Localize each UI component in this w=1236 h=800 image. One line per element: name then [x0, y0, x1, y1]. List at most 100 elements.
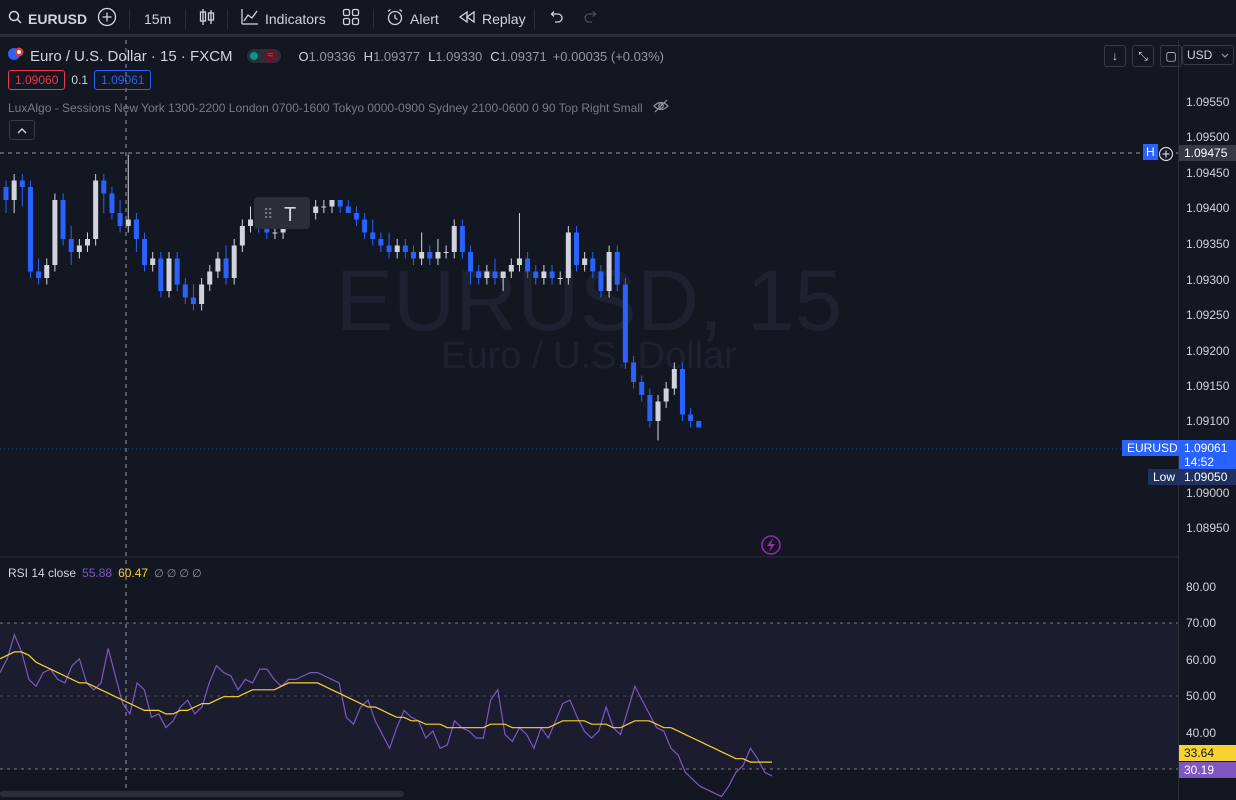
candle-body: [525, 258, 531, 272]
collapse-button[interactable]: ⤡: [1132, 45, 1154, 67]
price-axis[interactable]: [1178, 40, 1236, 800]
candle-body: [394, 245, 400, 252]
redo-button[interactable]: [583, 0, 599, 37]
last-price-label: 1.09061 14:52: [1179, 440, 1236, 470]
last-price-value: 1.09061: [1184, 441, 1228, 455]
price-chart[interactable]: EURUSD, 15 Euro / U.S. Dollar ⠿ T: [0, 40, 1178, 800]
candle-body: [207, 271, 213, 285]
maximize-button[interactable]: ▢: [1160, 45, 1182, 67]
bar-countdown: 14:52: [1184, 455, 1215, 469]
candle-body: [500, 271, 506, 278]
candle-body: [419, 252, 425, 259]
candle-body: [688, 414, 694, 421]
candle-body: [174, 258, 180, 285]
crosshair-price-label: 1.09475: [1179, 145, 1236, 161]
symbol-title[interactable]: Euro / U.S. Dollar · 15 · FXCM: [30, 47, 233, 65]
horizontal-scrollbar[interactable]: [0, 791, 404, 797]
candle-body: [647, 395, 653, 421]
candle-body: [142, 239, 148, 265]
rsi-tick: 40.00: [1186, 726, 1217, 740]
price-tick: 1.09400: [1186, 201, 1230, 215]
sell-price-button[interactable]: 1.09060: [8, 70, 66, 90]
collapse-icon: ⤡: [1138, 48, 1148, 63]
candle-body: [411, 252, 416, 259]
candle-body: [36, 271, 42, 278]
text-tool-icon[interactable]: T: [284, 204, 296, 226]
candle-body: [696, 421, 702, 428]
indicators-button[interactable]: Indicators: [241, 0, 326, 37]
rsi-ma-line: [0, 651, 772, 763]
rsi-tick: 60.00: [1186, 653, 1217, 667]
alert-button[interactable]: Alert: [386, 0, 439, 37]
replay-label: Replay: [482, 10, 526, 27]
currency-label: USD: [1187, 48, 1213, 62]
market-status-toggle[interactable]: ≈: [246, 49, 281, 63]
drag-handle-icon[interactable]: ⠿: [263, 206, 273, 222]
toolbar-divider: [185, 9, 186, 29]
candle-body: [435, 252, 441, 259]
rsi-value-tag: 30.19: [1179, 762, 1236, 778]
rsi-ma-tag: 33.64: [1179, 745, 1236, 761]
candle-body: [248, 219, 253, 226]
candle-body: [109, 193, 115, 213]
candle-body: [337, 200, 343, 207]
candle-body: [19, 180, 25, 187]
collapse-legend-button[interactable]: [9, 120, 35, 140]
watermark-symbol: EURUSD, 15: [336, 253, 843, 349]
candle-body: [541, 271, 547, 278]
candle-body: [590, 258, 596, 272]
symbol-label: EURUSD: [28, 10, 88, 27]
candle-body: [264, 226, 270, 233]
rsi-line: [0, 632, 773, 798]
data-feed-icon: ≈: [263, 49, 278, 63]
undo-icon: [548, 9, 564, 28]
candle-body: [468, 252, 474, 272]
price-tick: 1.09150: [1186, 379, 1230, 393]
rsi-legend[interactable]: RSI 14 close 55.88 60.47 ∅ ∅ ∅ ∅: [8, 566, 202, 580]
indicator-legend[interactable]: LuxAlgo - Sessions New York 1300-2200 Lo…: [8, 99, 669, 116]
layouts-button[interactable]: [342, 0, 360, 37]
replay-button[interactable]: Replay: [458, 0, 526, 37]
buy-price-button[interactable]: 1.09061: [94, 70, 152, 90]
price-tick: 1.08950: [1186, 521, 1230, 535]
interval-label: 15m: [144, 10, 172, 27]
undo-button[interactable]: [548, 0, 564, 37]
candle-body: [93, 180, 99, 239]
candle-body: [386, 245, 392, 252]
price-tick: 1.09350: [1186, 237, 1230, 251]
candle-body: [484, 271, 490, 278]
floating-toolbar[interactable]: [254, 197, 310, 229]
grid-icon: [342, 8, 360, 29]
candle-body: [11, 180, 17, 200]
candle-body: [427, 252, 433, 259]
compare-symbol-button[interactable]: [97, 0, 117, 37]
candle-body: [272, 232, 278, 234]
ohlc-close: C1.09371: [490, 48, 547, 64]
candle-body: [125, 219, 131, 226]
rsi-tick: 80.00: [1186, 580, 1217, 594]
candle-body: [345, 206, 351, 213]
chart-type-button[interactable]: [198, 0, 216, 37]
rsi-extras: ∅ ∅ ∅ ∅: [154, 567, 202, 580]
candle-body: [133, 219, 139, 239]
candle-body: [663, 388, 669, 402]
symbol-search[interactable]: EURUSD: [8, 0, 87, 37]
interval-button[interactable]: 15m: [144, 0, 171, 37]
price-tick: 1.09550: [1186, 95, 1230, 109]
candle-body: [68, 239, 74, 252]
scroll-down-button[interactable]: ↓: [1104, 45, 1126, 67]
currency-select[interactable]: USD: [1182, 45, 1234, 65]
candle-body: [549, 271, 555, 278]
add-circle-icon: [97, 7, 117, 30]
price-tick: 1.09200: [1186, 344, 1230, 358]
candle-body: [598, 271, 604, 291]
rsi-tick: 70.00: [1186, 616, 1217, 630]
candle-body: [101, 180, 107, 194]
candle-body: [353, 213, 359, 220]
eye-hidden-icon[interactable]: [652, 99, 669, 116]
lightning-bolt: [767, 538, 775, 552]
add-alert-icon[interactable]: [1158, 146, 1174, 165]
lightning-icon[interactable]: [761, 535, 781, 555]
ohlc-low: L1.09330: [428, 48, 483, 64]
candle-body: [557, 278, 563, 279]
